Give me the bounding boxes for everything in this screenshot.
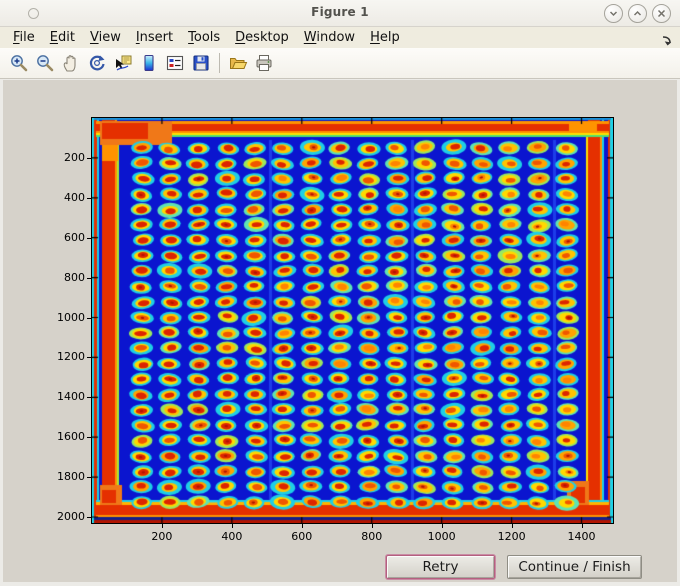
zoom-in-icon[interactable] <box>6 51 32 75</box>
y-tick-label: 1400 <box>57 390 85 404</box>
y-tick-label: 1600 <box>57 430 85 444</box>
x-tick-label: 600 <box>291 530 313 543</box>
y-tick-label: 800 <box>64 270 85 284</box>
menu-insert[interactable]: Insert <box>135 30 174 45</box>
x-tick-label: 1000 <box>427 530 456 543</box>
continue-finish-button[interactable]: Continue / Finish <box>507 555 642 579</box>
insert-colorbar-icon[interactable] <box>136 51 162 75</box>
y-tick-mark <box>87 477 91 479</box>
x-tick-mark <box>231 524 233 528</box>
x-tick-mark <box>581 524 583 528</box>
y-tick-mark <box>87 157 91 159</box>
x-tick-mark <box>511 524 513 528</box>
y-tick-label: 2000 <box>57 510 85 523</box>
print-figure-icon[interactable] <box>251 51 277 75</box>
y-tick-label: 600 <box>64 230 85 244</box>
y-tick-label: 1200 <box>57 350 85 364</box>
y-tick-mark <box>87 397 91 399</box>
toolbar-separator <box>219 53 220 73</box>
titlebar: Figure 1 <box>0 0 680 27</box>
x-tick-mark <box>161 524 163 528</box>
data-cursor-icon[interactable] <box>110 51 136 75</box>
y-tick-label: 1000 <box>57 310 85 324</box>
zoom-out-icon[interactable] <box>32 51 58 75</box>
minimize-button[interactable] <box>604 4 623 23</box>
y-tick-mark <box>87 197 91 199</box>
y-tick-label: 400 <box>64 190 85 204</box>
y-tick-label: 200 <box>64 150 85 164</box>
menu-desktop[interactable]: Desktop <box>235 30 289 45</box>
maximize-button[interactable] <box>628 4 647 23</box>
menu-tools[interactable]: Tools <box>188 30 221 45</box>
save-figure-icon[interactable] <box>188 51 214 75</box>
x-tick-label: 400 <box>221 530 243 543</box>
window-controls <box>604 4 671 23</box>
figure-toolbar <box>0 48 680 79</box>
menu-view[interactable]: View <box>89 30 121 45</box>
x-tick-mark <box>371 524 373 528</box>
menu-file[interactable]: File <box>13 30 35 45</box>
y-tick-label: 1800 <box>57 470 85 484</box>
menu-edit[interactable]: Edit <box>49 30 75 45</box>
dock-figure-icon[interactable] <box>661 32 673 51</box>
pan-icon[interactable] <box>58 51 84 75</box>
y-tick-mark <box>87 237 91 239</box>
y-tick-mark <box>87 357 91 359</box>
window-title: Figure 1 <box>311 5 369 19</box>
open-file-icon[interactable] <box>225 51 251 75</box>
menu-window[interactable]: Window <box>303 30 356 45</box>
x-tick-mark <box>441 524 443 528</box>
x-tick-label: 200 <box>151 530 173 543</box>
menu-items: File Edit View Insert Tools Desktop Window Help <box>13 30 415 45</box>
window-menu-icon[interactable] <box>28 8 39 19</box>
menubar: File Edit View Insert Tools Desktop Window Help <box>0 27 680 48</box>
axes-plot-box <box>91 117 614 524</box>
menu-help[interactable]: Help <box>370 30 400 45</box>
y-tick-mark <box>87 437 91 439</box>
retry-button[interactable]: Retry <box>386 555 495 579</box>
plate-image <box>92 118 613 523</box>
x-tick-label: 800 <box>361 530 383 543</box>
x-tick-label: 1200 <box>497 530 526 543</box>
rotate-3d-icon[interactable] <box>84 51 110 75</box>
y-tick-mark <box>87 517 91 518</box>
y-tick-mark <box>87 317 91 319</box>
close-button[interactable] <box>652 4 671 23</box>
x-tick-mark <box>301 524 303 528</box>
y-tick-mark <box>87 277 91 279</box>
insert-legend-icon[interactable] <box>162 51 188 75</box>
x-tick-label: 1400 <box>567 530 596 543</box>
